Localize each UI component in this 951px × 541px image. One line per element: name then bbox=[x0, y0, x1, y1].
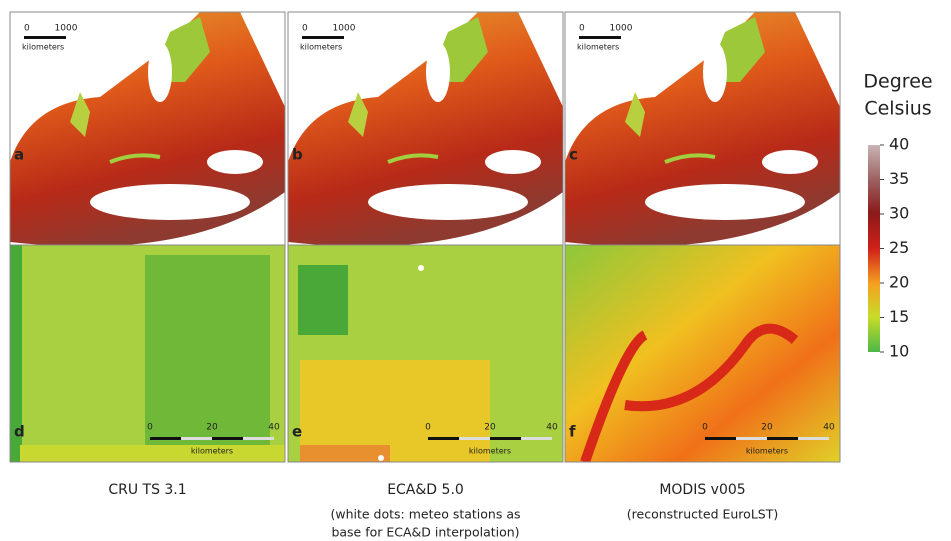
colorbar-title: Celsius bbox=[864, 98, 931, 120]
scale-unit: kilometers bbox=[22, 43, 64, 52]
panel-letter: f bbox=[569, 423, 576, 441]
sea bbox=[90, 184, 250, 220]
tick-label: 30 bbox=[889, 204, 909, 223]
scale-label: 40 bbox=[546, 423, 558, 433]
map-panel: d 0 20 40 kilometers bbox=[10, 245, 285, 462]
scale-bar bbox=[736, 437, 767, 440]
cell bbox=[298, 265, 348, 335]
scale-label: 40 bbox=[268, 423, 280, 433]
scale-bar bbox=[181, 437, 212, 440]
panel-letter: c bbox=[569, 146, 578, 164]
map-panel: a 0 1000 kilometers bbox=[10, 12, 285, 246]
scale-bar bbox=[490, 437, 521, 440]
scale-bar bbox=[302, 36, 344, 39]
cell bbox=[145, 255, 270, 445]
scale-bar bbox=[521, 437, 552, 440]
sea bbox=[762, 150, 818, 174]
colorbar-title: Degree bbox=[863, 71, 932, 93]
scale-unit: kilometers bbox=[577, 43, 619, 52]
sea bbox=[645, 184, 805, 220]
tick-label: 40 bbox=[889, 135, 909, 154]
tick-label: 10 bbox=[889, 342, 909, 361]
panel-letter: a bbox=[14, 146, 24, 164]
figure: a01000kilometersb01000kilometersc01000ki… bbox=[0, 0, 951, 541]
scale-bar bbox=[24, 36, 66, 39]
scale-label: 0 bbox=[702, 423, 708, 433]
sea bbox=[703, 42, 727, 102]
sea bbox=[148, 42, 172, 102]
tick-label: 35 bbox=[889, 169, 909, 188]
scale-bar bbox=[428, 437, 459, 440]
tick-label: 25 bbox=[889, 238, 909, 257]
scale-label: 20 bbox=[206, 423, 218, 433]
sea bbox=[485, 150, 541, 174]
scale-label: 0 bbox=[302, 24, 308, 34]
panel-letter: d bbox=[14, 423, 25, 441]
caption: ECA&D 5.0 bbox=[387, 482, 464, 498]
scale-label: 1000 bbox=[55, 24, 78, 34]
sea bbox=[207, 150, 263, 174]
panel-letter: e bbox=[292, 423, 302, 441]
tick-label: 20 bbox=[889, 273, 909, 292]
map-panel: b 0 1000 kilometers bbox=[288, 12, 563, 246]
sea bbox=[368, 184, 528, 220]
scale-label: 0 bbox=[147, 423, 153, 433]
scale-label: 1000 bbox=[610, 24, 633, 34]
tick-label: 15 bbox=[889, 307, 909, 326]
scale-bar bbox=[243, 437, 274, 440]
caption: MODIS v005 bbox=[659, 482, 745, 498]
colorbar bbox=[868, 145, 880, 352]
scale-label: 20 bbox=[761, 423, 773, 433]
scale-bar bbox=[767, 437, 798, 440]
scale-unit: kilometers bbox=[191, 447, 233, 456]
scale-unit: kilometers bbox=[469, 447, 511, 456]
scale-bar bbox=[212, 437, 243, 440]
sea bbox=[426, 42, 450, 102]
scale-unit: kilometers bbox=[300, 43, 342, 52]
caption: (reconstructed EuroLST) bbox=[627, 507, 778, 522]
station bbox=[378, 455, 384, 461]
scale-bar bbox=[705, 437, 736, 440]
scale-label: 0 bbox=[24, 24, 30, 34]
scale-bar bbox=[459, 437, 490, 440]
scale-label: 20 bbox=[484, 423, 496, 433]
cell bbox=[20, 445, 285, 462]
caption: (white dots: meteo stations as bbox=[331, 507, 521, 522]
caption: base for ECA&D interpolation) bbox=[331, 525, 519, 540]
scale-label: 1000 bbox=[333, 24, 356, 34]
cell bbox=[300, 445, 390, 462]
scale-bar bbox=[579, 36, 621, 39]
map-panel: e 0 20 40 kilometers bbox=[288, 245, 563, 462]
scale-label: 40 bbox=[823, 423, 835, 433]
caption: CRU TS 3.1 bbox=[108, 482, 186, 498]
map-panel: c 0 1000 kilometers bbox=[565, 12, 840, 246]
scale-bar bbox=[798, 437, 829, 440]
scale-label: 0 bbox=[579, 24, 585, 34]
scale-bar bbox=[150, 437, 181, 440]
panel-letter: b bbox=[292, 146, 303, 164]
map-panel: f 0 20 40 kilometers bbox=[565, 245, 840, 462]
scale-label: 0 bbox=[425, 423, 431, 433]
station bbox=[418, 265, 424, 271]
scale-unit: kilometers bbox=[746, 447, 788, 456]
